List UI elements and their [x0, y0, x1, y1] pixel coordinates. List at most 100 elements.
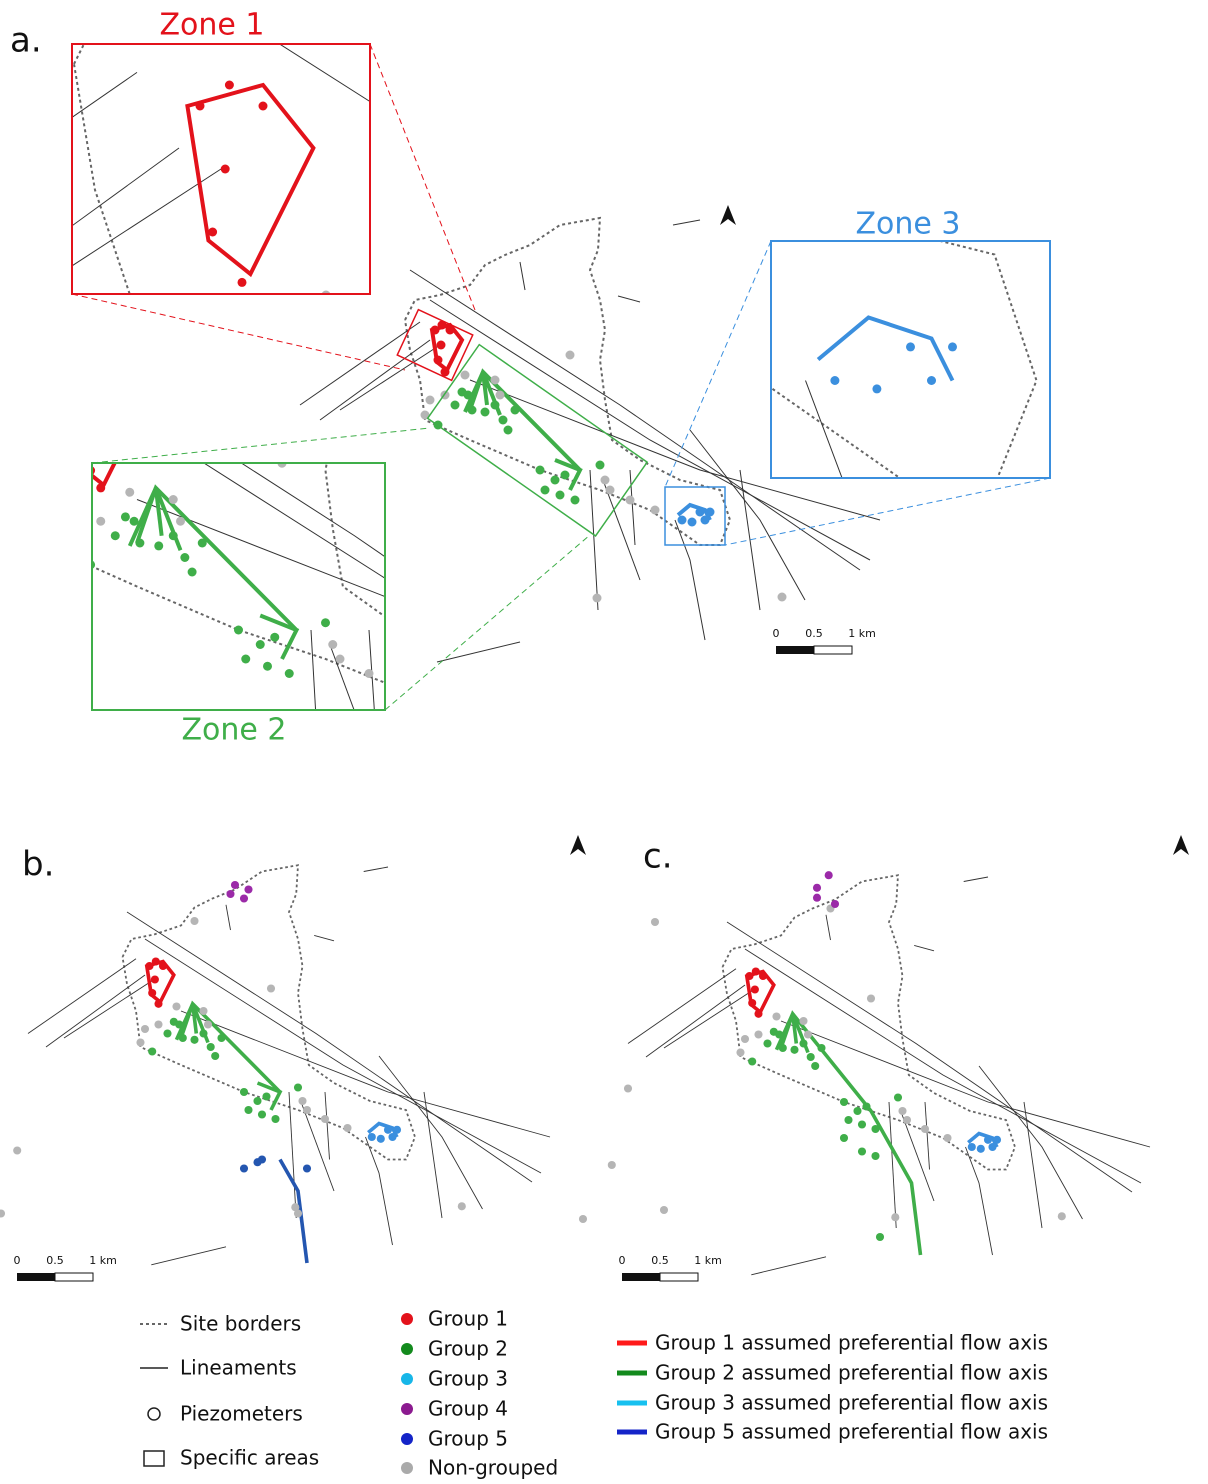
site-border	[74, 0, 1208, 1009]
piezometer	[457, 1202, 466, 1211]
piezometer	[812, 893, 822, 902]
piezometer	[748, 1057, 757, 1066]
legend-text: Piezometers	[180, 1402, 303, 1426]
piezometer	[893, 1093, 903, 1102]
piezometer	[803, 1030, 813, 1039]
piezometer	[466, 686, 475, 695]
piezometer	[898, 1106, 907, 1116]
legend-text: Group 3 assumed preferential flow axis	[655, 1391, 1048, 1415]
legend-text: Group 5 assumed preferential flow axis	[655, 1420, 1048, 1444]
piezometer	[328, 640, 338, 650]
scale-bar	[776, 646, 814, 654]
lineament	[900, 1110, 935, 1202]
inset-map	[0, 0, 1208, 977]
piezometer	[806, 1052, 815, 1062]
lineament	[806, 380, 932, 884]
piezometer	[320, 1114, 330, 1124]
flow-axis	[774, 1013, 795, 1051]
piezometer	[284, 669, 294, 679]
piezometer	[910, 732, 919, 741]
lineament	[1079, 170, 1163, 758]
lineament	[0, 442, 79, 558]
piezometer	[695, 507, 705, 517]
legend-text: Group 1 assumed preferential flow axis	[655, 1331, 1048, 1355]
piezometer	[148, 988, 157, 998]
scale-bar	[622, 1273, 660, 1281]
lineament	[434, 703, 478, 877]
piezometer	[555, 490, 565, 500]
piezometer	[578, 1214, 588, 1224]
legend-text: Specific areas	[180, 1446, 319, 1470]
inset-frame	[770, 240, 1051, 479]
lineament	[144, 938, 542, 1174]
lineament	[503, 212, 658, 632]
piezometer	[317, 811, 326, 820]
flow-axis	[256, 1081, 283, 1111]
lineament	[311, 630, 323, 833]
piezometer	[293, 1209, 303, 1218]
piezometer	[239, 894, 249, 903]
piezometer	[570, 495, 580, 505]
piezometer	[830, 899, 840, 909]
lineament	[780, 1020, 1151, 1148]
piezometer	[659, 1205, 669, 1215]
piezometer	[751, 967, 760, 976]
piezometer	[790, 1045, 799, 1054]
lineament	[300, 1100, 335, 1192]
piezometer	[745, 971, 754, 981]
legend-text: Lineaments	[180, 1356, 297, 1380]
lineament	[449, 170, 483, 758]
piezometer	[381, 292, 390, 301]
lineament	[529, 630, 558, 833]
specific-area	[664, 486, 726, 546]
piezometer	[197, 538, 207, 548]
piezometer	[401, 684, 410, 693]
piezometer	[258, 101, 268, 111]
piezometer	[857, 1120, 867, 1129]
site-border	[121, 864, 416, 1161]
piezometer	[125, 487, 135, 497]
piezometer	[158, 961, 168, 971]
lineament	[137, 500, 732, 703]
connector	[71, 293, 406, 371]
piezometer	[717, 334, 726, 343]
piezometer	[168, 495, 178, 505]
piezometer	[473, 698, 482, 707]
inset-map	[0, 268, 732, 909]
piezometer	[495, 390, 505, 400]
lineament	[126, 911, 533, 1183]
lineament	[95, 0, 1208, 1114]
lineament	[431, 268, 470, 275]
lineament	[429, 299, 871, 561]
lineament	[739, 469, 761, 611]
piezometer	[255, 640, 265, 650]
map	[299, 216, 881, 663]
piezometer	[151, 957, 160, 966]
piezometer	[862, 1102, 871, 1111]
piezometer	[253, 1096, 262, 1106]
flow-axis	[554, 458, 583, 491]
piezometer	[195, 101, 205, 111]
legend-text: Group 4	[428, 1397, 508, 1421]
piezometer	[445, 325, 455, 335]
piezometer	[480, 407, 490, 417]
piezometer	[889, 669, 898, 678]
lineament	[314, 934, 335, 942]
piezometer	[239, 1164, 249, 1173]
piezometer	[237, 277, 247, 287]
piezometer	[148, 1047, 157, 1056]
piezometer	[769, 1027, 778, 1036]
piezometer	[92, 560, 96, 570]
piezometer	[297, 208, 306, 217]
piezometer	[740, 1034, 750, 1044]
piezometer	[174, 396, 183, 405]
piezometer	[502, 522, 511, 531]
piezometer	[988, 1142, 997, 1152]
lineament	[319, 339, 431, 421]
piezometer	[224, 80, 234, 90]
piezometer	[298, 1096, 307, 1106]
piezometer	[136, 1038, 145, 1047]
piezometer	[279, 417, 288, 426]
lineament	[689, 429, 806, 601]
piezometer	[388, 1132, 397, 1142]
